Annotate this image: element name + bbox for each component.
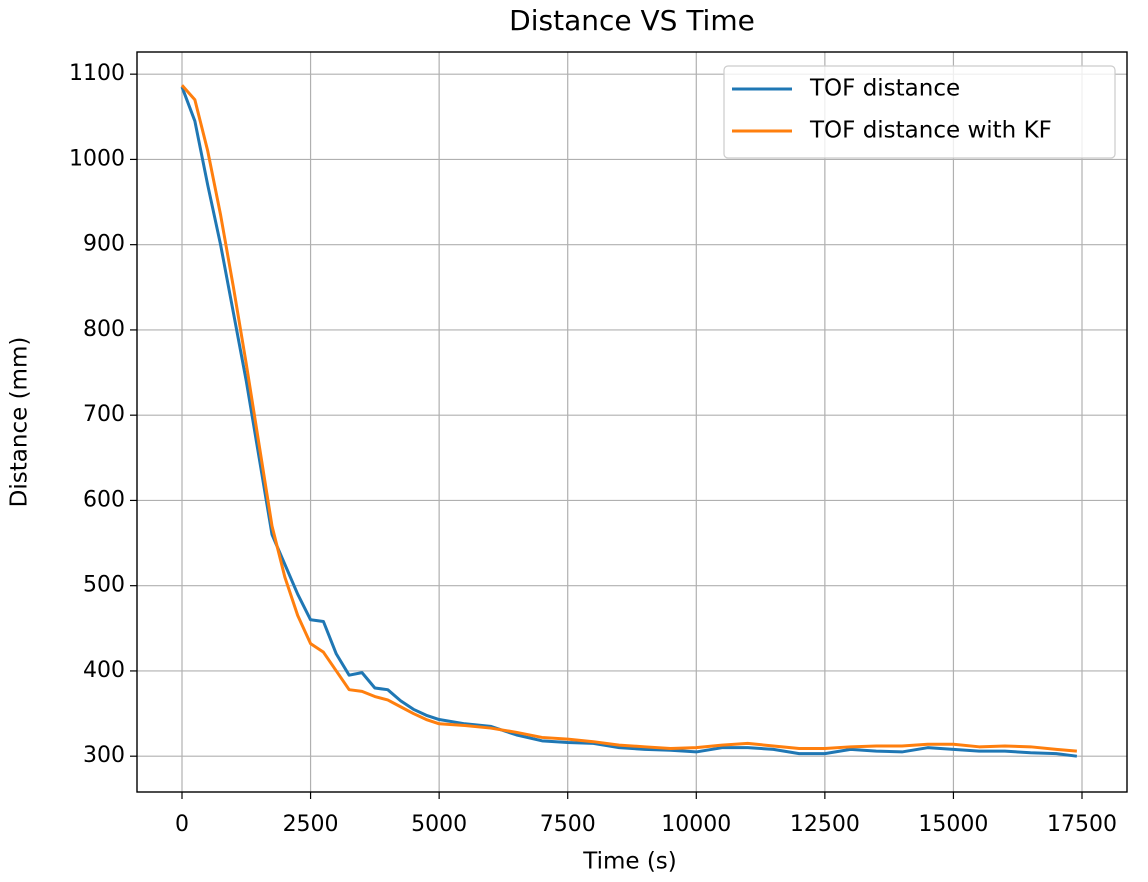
legend-label: TOF distance — [809, 76, 960, 102]
y-tick-label: 1100 — [69, 61, 125, 86]
y-tick-label: 800 — [83, 317, 125, 342]
x-tick-label: 2500 — [283, 812, 339, 837]
y-tick-label: 300 — [83, 743, 125, 768]
x-tick-label: 5000 — [411, 812, 467, 837]
chart-title: Distance VS Time — [509, 4, 755, 37]
x-tick-label: 15000 — [918, 812, 988, 837]
legend-label: TOF distance with KF — [809, 118, 1052, 144]
y-tick-label: 1000 — [69, 146, 125, 171]
y-tick-label: 600 — [83, 487, 125, 512]
x-tick-label: 12500 — [790, 812, 860, 837]
y-axis-label: Distance (mm) — [7, 337, 33, 508]
legend-box — [723, 65, 1116, 159]
plot-frame — [136, 51, 1128, 793]
x-axis-label: Time (s) — [582, 849, 677, 875]
x-tick-label: 10000 — [661, 812, 731, 837]
x-tick-label: 0 — [175, 812, 189, 837]
series-line — [180, 86, 1078, 758]
y-tick-label: 400 — [83, 658, 125, 683]
series-line — [180, 84, 1077, 753]
y-tick-label: 500 — [83, 573, 125, 598]
y-tick-label: 700 — [83, 402, 125, 427]
x-tick-label: 17500 — [1047, 812, 1117, 837]
y-tick-label: 900 — [83, 232, 125, 257]
x-tick-label: 7500 — [540, 812, 596, 837]
